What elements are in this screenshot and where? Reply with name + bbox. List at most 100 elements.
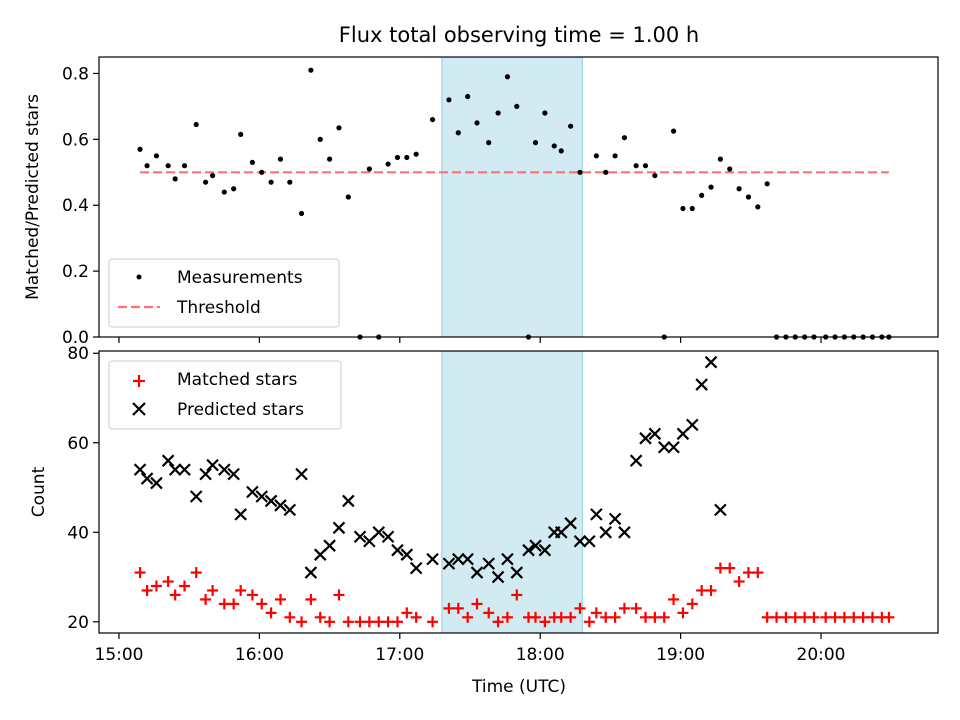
matched-stars-point (265, 607, 277, 619)
measurement-point (736, 186, 742, 192)
predicted-stars-point-b (168, 463, 182, 476)
matched-stars-point (618, 602, 630, 614)
predicted-stars-point-b (255, 490, 269, 503)
measurement-point (249, 159, 255, 166)
predicted-stars-point (522, 543, 535, 557)
matched-stars-point (235, 584, 247, 596)
highlight-span-top (441, 56, 583, 338)
y-tick-label: 0.2 (62, 262, 89, 282)
predicted-stars-point-b (491, 570, 505, 584)
measurement-point (153, 153, 160, 159)
predicted-stars-point (470, 566, 484, 579)
matched-stars-point (780, 611, 792, 623)
predicted-stars-point (686, 418, 699, 432)
x-tick-label: 19:00 (656, 645, 705, 665)
predicted-stars-point-b (686, 418, 699, 432)
top-legend: Measurements Threshold (108, 258, 340, 328)
y-tick-label: 0.0 (62, 328, 89, 348)
predicted-stars-point (295, 467, 308, 481)
matched-stars-point (574, 602, 586, 614)
predicted-stars-point (206, 458, 219, 472)
matched-stars-point (583, 616, 595, 628)
measurement-point (345, 194, 351, 200)
matched-stars-point (483, 607, 495, 619)
measurement-point (551, 143, 557, 149)
predicted-stars-point-b (461, 552, 474, 566)
predicted-stars-point (323, 539, 336, 552)
matched-stars-point (714, 562, 726, 574)
predicted-stars-point-b (442, 557, 456, 570)
measurement-point (394, 154, 401, 161)
predicted-stars-point-b (234, 508, 247, 521)
measurement-point (231, 186, 237, 192)
predicted-stars-point-b (295, 467, 308, 481)
matched-stars-point (838, 611, 850, 623)
matched-stars-point (274, 593, 286, 605)
predicted-stars-point-b (372, 526, 386, 539)
predicted-stars-point (501, 552, 514, 566)
top-y-axis-label: Matched/Predicted stars (23, 94, 43, 300)
predicted-stars-point-b (482, 557, 495, 570)
matched-stars-point (686, 598, 698, 610)
matched-stars-point (649, 611, 661, 623)
matched-stars-point (207, 584, 219, 596)
matched-stars-point (492, 616, 504, 628)
matched-stars-point (752, 567, 764, 579)
measurement-point (385, 161, 391, 167)
matched-stars-point (658, 611, 670, 623)
bottom-y-axis-label: Count (29, 466, 49, 517)
measurement-point (446, 97, 452, 103)
matched-stars-point (677, 607, 689, 619)
top-legend-box (108, 258, 340, 328)
matched-stars-point (228, 598, 240, 610)
y-tick-label: 0.6 (62, 130, 89, 150)
predicted-stars-point-b (714, 503, 727, 517)
top-y-ticks: 0.0 0.2 0.4 0.6 0.8 (62, 64, 99, 348)
measurement-point (717, 156, 723, 162)
predicted-stars-point (283, 503, 297, 517)
measurement-point (612, 153, 618, 159)
y-tick-label: 60 (67, 434, 89, 454)
matched-stars-point (789, 611, 801, 623)
predicted-stars-point (161, 454, 175, 467)
matched-stars-point (333, 589, 345, 601)
measurement-point (259, 169, 265, 175)
predicted-stars-point-b (529, 539, 542, 552)
x-tick-label: 17:00 (375, 645, 424, 665)
predicted-stars-point (599, 526, 612, 539)
predicted-stars-point (264, 494, 278, 508)
legend-threshold-label: Threshold (176, 298, 261, 318)
predicted-stars-point (657, 440, 671, 454)
predicted-stars-point-b (264, 494, 278, 508)
predicted-stars-point-b (178, 463, 191, 476)
measurement-point (495, 110, 501, 116)
measurement-point (298, 210, 305, 217)
x-tick-label: 18:00 (516, 645, 565, 665)
bottom-plot-marks (133, 355, 895, 628)
predicted-stars-point-b (452, 552, 465, 566)
predicted-stars-point-b (150, 476, 163, 490)
matched-stars-point (363, 616, 375, 628)
predicted-stars-point (482, 557, 495, 570)
predicted-stars-point-b (426, 552, 439, 566)
predicted-stars-point (618, 526, 631, 539)
predicted-stars-point (372, 526, 386, 539)
predicted-stars-point-b (332, 521, 346, 535)
predicted-stars-point (608, 512, 622, 526)
measurement-point (642, 163, 649, 169)
predicted-stars-point-b (246, 485, 259, 499)
matched-stars-point (829, 611, 841, 623)
matched-stars-point (314, 611, 326, 623)
matched-stars-point (296, 616, 308, 628)
matched-stars-point (848, 611, 860, 623)
measurement-point (404, 154, 410, 161)
predicted-stars-point-b (667, 440, 680, 454)
y-tick-label: 0.4 (62, 196, 89, 216)
matched-stars-point (600, 611, 612, 623)
y-tick-label: 40 (67, 523, 89, 543)
predicted-stars-point (583, 534, 596, 548)
x-tick-label: 15:00 (95, 645, 144, 665)
measurement-point (202, 179, 209, 185)
measurement-point (455, 130, 461, 136)
measurement-point (193, 121, 199, 128)
